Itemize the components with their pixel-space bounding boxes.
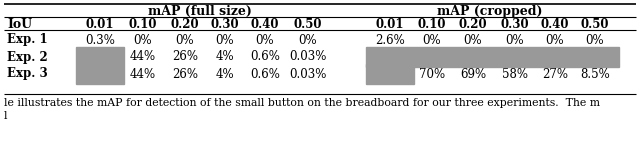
Text: IoU: IoU [7,17,32,31]
Text: 8.5%: 8.5% [580,67,610,81]
Text: 44%: 44% [130,50,156,64]
Text: 0%: 0% [464,33,483,47]
Text: 58%: 58% [502,67,528,81]
Text: 70%: 70% [419,67,445,81]
Text: 44%: 44% [130,67,156,81]
Text: 0.40: 0.40 [541,17,569,31]
Text: Exp. 2: Exp. 2 [7,50,48,64]
Text: Exp. 3: Exp. 3 [7,67,48,81]
Text: 0.6%: 0.6% [250,50,280,64]
Bar [366,47,619,67]
Text: 0%: 0% [586,33,604,47]
Text: 0.30: 0.30 [500,17,529,31]
Text: 0.20: 0.20 [171,17,199,31]
Text: 2.6%: 2.6% [375,33,405,47]
Text: 0.01: 0.01 [86,17,115,31]
Text: 0.10: 0.10 [418,17,446,31]
Text: 26%: 26% [172,67,198,81]
Text: 0.40: 0.40 [251,17,279,31]
Text: 26%: 26% [172,50,198,64]
Text: 0.6%: 0.6% [250,67,280,81]
Text: 0.20: 0.20 [459,17,487,31]
Bar [366,64,414,84]
Text: 0.50: 0.50 [294,17,323,31]
Text: 0.3%: 0.3% [85,33,115,47]
Text: 4%: 4% [216,50,234,64]
Text: l: l [4,111,8,121]
Text: 0.10: 0.10 [129,17,157,31]
Text: 0.01: 0.01 [376,17,404,31]
Text: 4%: 4% [216,67,234,81]
Text: 0%: 0% [256,33,275,47]
Bar [76,47,124,84]
Text: 0%: 0% [422,33,442,47]
Text: Exp. 1: Exp. 1 [7,33,47,47]
Text: 0.03%: 0.03% [289,67,326,81]
Text: le illustrates the mAP for detection of the small button on the breadboard for o: le illustrates the mAP for detection of … [4,98,600,108]
Text: 0.03%: 0.03% [289,50,326,64]
Text: 0%: 0% [216,33,234,47]
Text: 0%: 0% [134,33,152,47]
Text: 0.50: 0.50 [580,17,609,31]
Text: 0.30: 0.30 [211,17,239,31]
Text: 69%: 69% [460,67,486,81]
Text: 27%: 27% [542,67,568,81]
Text: 0%: 0% [546,33,564,47]
Text: 0%: 0% [176,33,195,47]
Text: mAP (cropped): mAP (cropped) [437,5,543,17]
Text: mAP (full size): mAP (full size) [148,5,252,17]
Text: 0%: 0% [299,33,317,47]
Text: 0%: 0% [506,33,524,47]
